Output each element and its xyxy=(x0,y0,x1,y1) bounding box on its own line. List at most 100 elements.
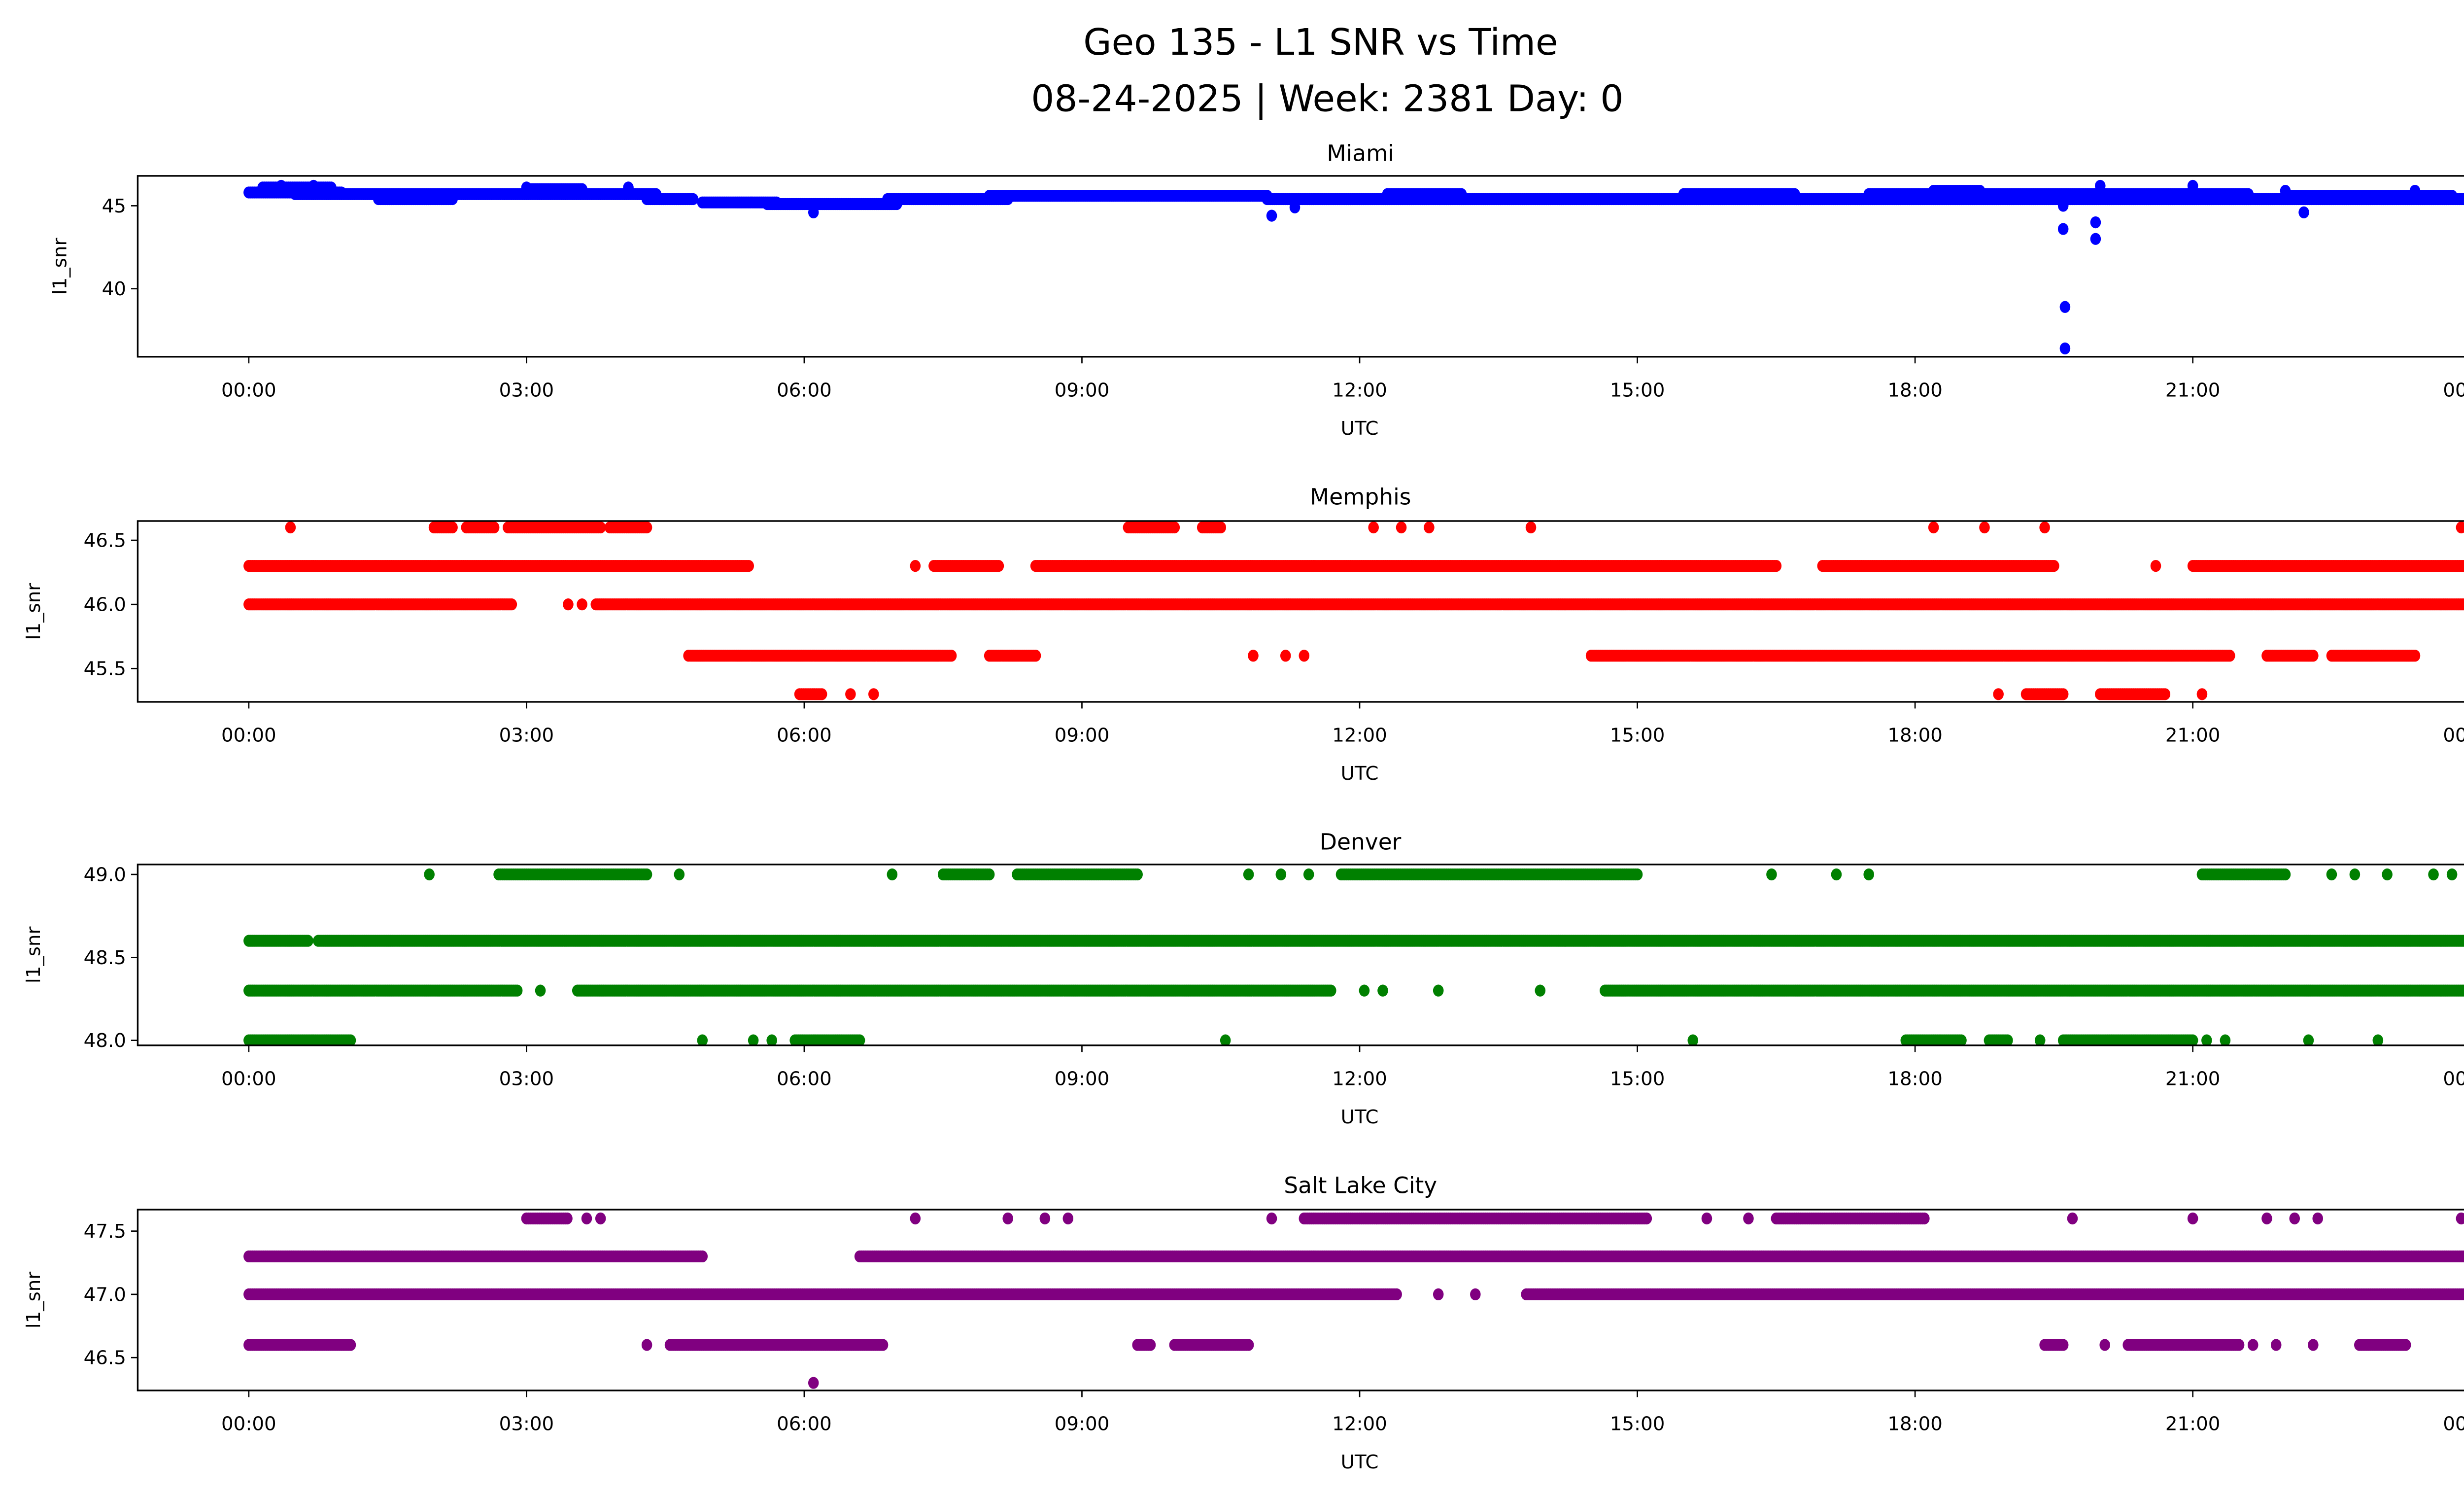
panel-title: Denver xyxy=(1320,829,1402,855)
y-tick-label: 46.5 xyxy=(84,530,126,552)
data-point xyxy=(1789,188,1800,200)
y-tick-label: 40 xyxy=(102,278,126,300)
x-tick-label: 21:00 xyxy=(2165,380,2221,402)
data-point xyxy=(563,598,574,611)
data-point xyxy=(2090,233,2101,245)
data-point xyxy=(2409,185,2421,197)
x-axis-label: UTC xyxy=(1341,763,1379,785)
data-point xyxy=(1299,650,1310,662)
data-point xyxy=(2446,190,2458,202)
panel-denver: Denver 00:00 03:00 06:00 09:00 12:00 15:00 18:… xyxy=(23,829,2464,1128)
data-point xyxy=(1974,185,1985,197)
panel-memphis: Memphis 00:00 03:00 06:00 09:00 12:00 15:00 18… xyxy=(23,484,2464,785)
data-point xyxy=(993,559,1004,572)
x-tick-label: 00:00 xyxy=(221,380,276,402)
data-point xyxy=(1169,521,1180,534)
data-point xyxy=(2057,688,2069,700)
data-point xyxy=(447,521,458,534)
x-tick-label: 06:00 xyxy=(777,725,832,747)
y-tick-label: 46.0 xyxy=(84,594,126,616)
x-axis-label: UTC xyxy=(1341,417,1379,440)
data-point xyxy=(2456,521,2464,534)
data-point xyxy=(595,521,606,534)
x-tick-label: 09:00 xyxy=(1055,725,1110,747)
x-tick-label: 12:00 xyxy=(1332,380,1387,402)
y-axis: 40 45 xyxy=(102,195,138,300)
data-point xyxy=(1771,559,1782,572)
data-point xyxy=(2243,188,2254,200)
data-point xyxy=(1248,650,1259,662)
y-tick-label: 45 xyxy=(102,195,126,217)
x-tick-label: 15:00 xyxy=(1610,380,1665,402)
data-point xyxy=(2059,342,2071,355)
panel-title: Memphis xyxy=(1310,484,1411,510)
data-point xyxy=(1993,688,2004,700)
data-point xyxy=(1289,201,1300,213)
data-point xyxy=(2095,179,2106,192)
data-point xyxy=(845,688,856,700)
data-point xyxy=(577,598,587,611)
x-tick-label: 15:00 xyxy=(1610,725,1665,747)
data-point xyxy=(447,193,458,206)
axes-frame xyxy=(137,175,2464,358)
data-point xyxy=(577,183,587,195)
x-tick-label: 09:00 xyxy=(1055,380,1110,402)
data-point xyxy=(308,179,319,192)
data-point xyxy=(687,193,699,206)
x-tick-label: 03:00 xyxy=(499,725,554,747)
data-point xyxy=(808,206,819,218)
data-point xyxy=(1525,521,1537,534)
data-point xyxy=(1215,521,1227,534)
data-point xyxy=(1368,521,1379,534)
data-point xyxy=(910,559,921,572)
x-tick-label: 00:00 xyxy=(221,725,276,747)
figure-title: Geo 135 - L1 SNR vs Time xyxy=(1083,21,1558,64)
data-point xyxy=(1030,650,1041,662)
panel-miami: Miami 00:00 03:00 06:00 09:00 12:00 15:00 18:0… xyxy=(49,140,2464,440)
x-tick-label: 18:00 xyxy=(1887,725,1943,747)
data-point xyxy=(2159,688,2171,700)
scatter-points xyxy=(243,179,2464,355)
data-point xyxy=(2187,179,2198,192)
y-tick-label: 45.5 xyxy=(84,658,126,680)
data-point xyxy=(488,521,500,534)
data-point xyxy=(521,181,532,194)
data-point xyxy=(275,179,287,192)
data-point xyxy=(1280,650,1291,662)
data-point xyxy=(2298,206,2309,218)
data-point xyxy=(2461,560,2464,571)
y-axis: 45.5 46.0 46.5 xyxy=(84,530,138,680)
data-point xyxy=(2049,559,2059,572)
x-axis: 00:00 03:00 06:00 09:00 12:00 15:00 18:00 21:00… xyxy=(221,701,2464,747)
data-point xyxy=(2308,650,2319,662)
data-point xyxy=(743,559,754,572)
figure-subtitle: 08-24-2025 | Week: 2381 Day: 0 xyxy=(1031,78,1623,120)
y-axis-label: l1_snr xyxy=(23,583,45,640)
scatter-points xyxy=(243,868,2464,1045)
x-tick-label: 21:00 xyxy=(2165,725,2221,747)
x-tick-label: 06:00 xyxy=(777,380,832,402)
data-point xyxy=(2039,521,2050,534)
data-point xyxy=(2409,650,2421,662)
data-point xyxy=(2150,559,2161,572)
data-point xyxy=(868,688,879,700)
x-axis: 00:00 03:00 06:00 09:00 12:00 15:00 18:00 21:00… xyxy=(221,356,2464,402)
data-point xyxy=(506,598,517,611)
data-point xyxy=(2462,600,2464,609)
data-point xyxy=(2196,688,2208,700)
panel-title: Miami xyxy=(1327,140,1394,167)
data-point xyxy=(946,650,957,662)
data-point xyxy=(1424,521,1435,534)
data-point xyxy=(2224,650,2235,662)
data-point xyxy=(2461,194,2464,205)
data-point xyxy=(1979,521,1990,534)
data-point xyxy=(2057,223,2069,235)
data-point xyxy=(2059,301,2071,313)
data-point xyxy=(2057,200,2069,212)
data-point xyxy=(1266,209,1277,222)
data-point xyxy=(816,688,827,700)
data-point xyxy=(2090,216,2101,229)
data-point xyxy=(285,521,296,534)
data-point xyxy=(1456,188,1467,200)
